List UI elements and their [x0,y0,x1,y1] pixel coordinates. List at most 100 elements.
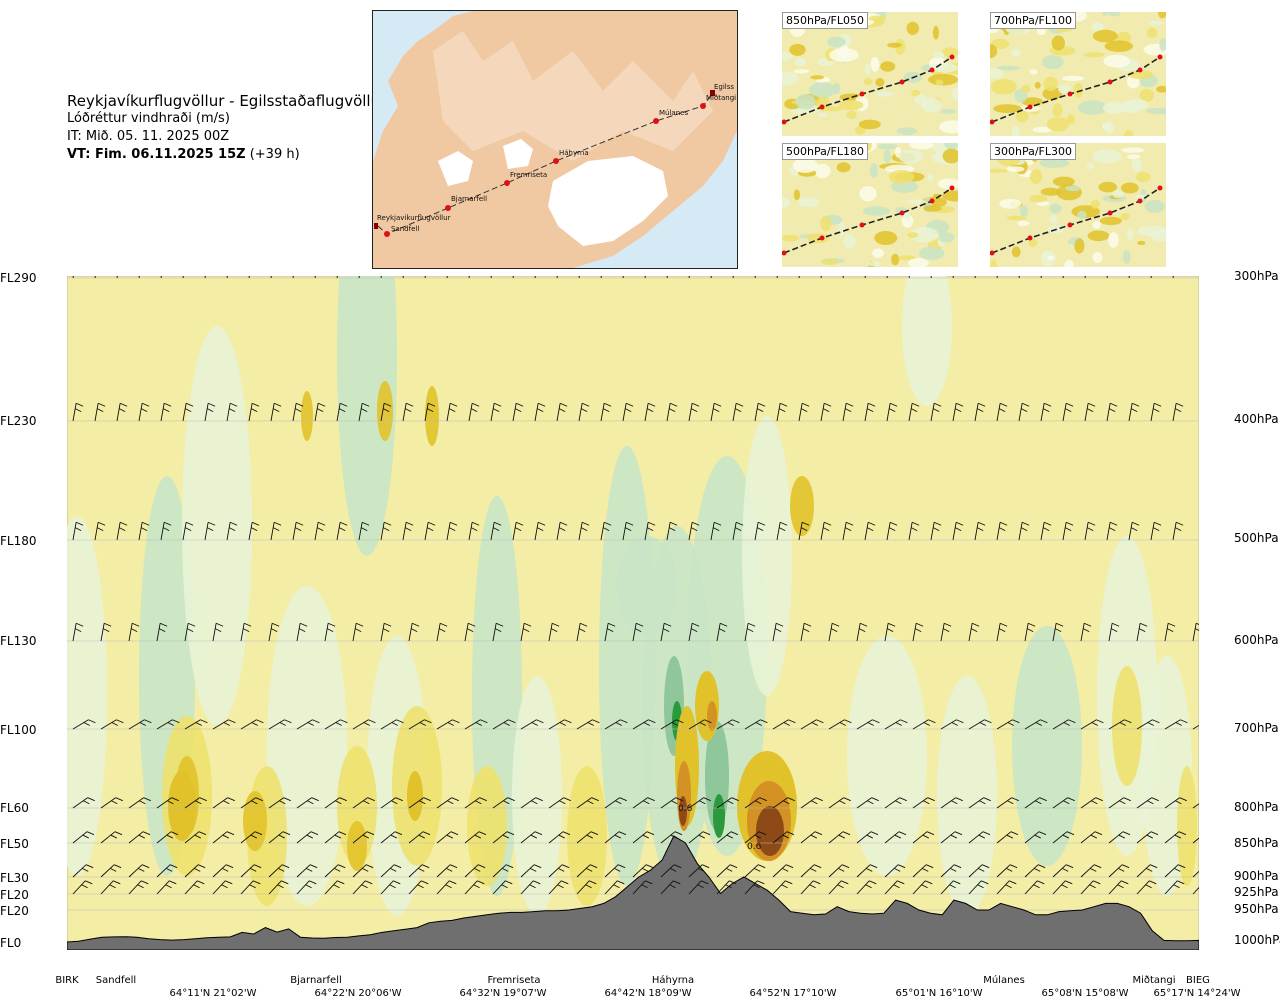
wind-barb [240,880,261,895]
wind-barb [968,797,991,809]
wind-barb [772,719,796,730]
panel-field-cell [895,38,906,55]
wind-barb [512,402,524,422]
panel-station-dot [929,198,935,204]
x-location-label: BIRK [55,975,79,986]
wind-barb [800,797,823,809]
wind-barb [464,831,487,844]
panel-route-line [991,56,1161,123]
panel-field-cell [923,205,942,212]
contour-label: 0.6 [678,804,693,814]
wind-barb [128,831,151,844]
panel-station-dot [949,185,955,191]
wind-barb [1108,864,1130,878]
wind-barb [744,880,765,895]
wind-barb [1128,521,1140,541]
wind-barb [100,831,123,844]
panel-station-dot [1157,54,1163,60]
panel-field-cell [1121,147,1145,153]
wind-barb [1108,831,1131,844]
wind-barb [1150,521,1162,541]
field-cell [301,391,313,441]
wind-barb [72,880,93,895]
wind-barb [578,521,590,541]
wind-barb [1136,880,1157,895]
wind-barb [716,719,740,730]
panel-field-cell [1156,85,1166,93]
issue-time: IT: Mið. 05. 11. 2025 00Z [67,129,230,144]
panel-field-cell [1137,225,1166,237]
panel-route-line [783,56,953,123]
panel-field-cell [1144,199,1165,214]
airport-bieg-marker [710,90,715,96]
panel-field-svg [782,12,958,136]
wind-barb [660,622,672,642]
wind-barb [930,402,942,422]
wind-barb [800,622,812,642]
wind-barb [744,719,768,730]
panel-station-dot [949,54,955,60]
wind-barb [182,521,194,541]
panel-field-cell [1006,215,1027,221]
x-coordinate-label: 65°17'N 14°24'W [1153,988,1241,999]
wind-barb [138,521,150,541]
wind-barb [1024,880,1045,895]
panel-field-cell [1103,54,1131,68]
wind-barb [828,864,850,878]
wind-barb [184,831,207,844]
wind-barb [912,864,934,878]
panel-station-dot [782,119,787,125]
field-core [707,701,717,731]
wind-barb [1084,402,1096,422]
panel-field-cell [1087,230,1110,242]
panel-field-cell [1146,27,1158,38]
panel-field-cell [1036,27,1047,36]
panel-field-cell [838,100,864,111]
wind-barb [314,521,326,541]
panel-field-cell [1039,158,1070,168]
wind-barb [842,521,854,541]
wind-barb [688,622,700,642]
panel-field-cell [880,61,896,72]
panel-station-dot [990,250,995,256]
panel-300hpa: 300hPa/FL300 [990,143,1166,267]
panel-route-line [783,187,953,254]
field-cell [243,791,267,851]
panel-field-cell [1083,52,1105,58]
panel-label: 300hPa/FL300 [990,143,1077,160]
fl-label-180: FL180 [0,534,37,548]
wind-barb [100,864,122,878]
panel-field-cell [896,127,918,136]
wind-barb [772,864,794,878]
wind-barb [324,880,345,895]
panel-field-cell [793,69,810,74]
panel-field-cell [877,143,898,150]
panel-field-cell [951,87,958,100]
wind-barb [270,402,282,422]
wind-barb [1164,797,1187,809]
panel-field-cell [1052,103,1063,117]
field-core [756,806,784,856]
panel-station-dot [1027,235,1033,241]
panel-field-cell [910,227,939,243]
fl-label-130: FL130 [0,634,37,648]
x-coordinate-label: 64°22'N 20°06'W [314,988,402,999]
wind-barb [296,864,318,878]
wind-barb [1080,622,1092,642]
panel-700hpa: 700hPa/FL100 [990,12,1166,136]
panel-field-cell [875,78,885,87]
hpa-label-800: 800hPa [1234,800,1279,814]
wind-barb [1136,797,1159,809]
wind-barb [380,521,392,541]
panel-field-cell [993,104,1022,113]
hpa-label-600: 600hPa [1234,633,1279,647]
field-core [679,796,687,826]
panel-field-cell [1047,255,1055,261]
panel-field-cell [1040,187,1061,196]
wind-barb [800,719,824,730]
field-cell [937,676,997,916]
wind-barb [1164,719,1188,730]
panel-field-cell [1104,40,1133,52]
panel-field-cell [907,232,919,238]
wind-barb [940,622,952,642]
